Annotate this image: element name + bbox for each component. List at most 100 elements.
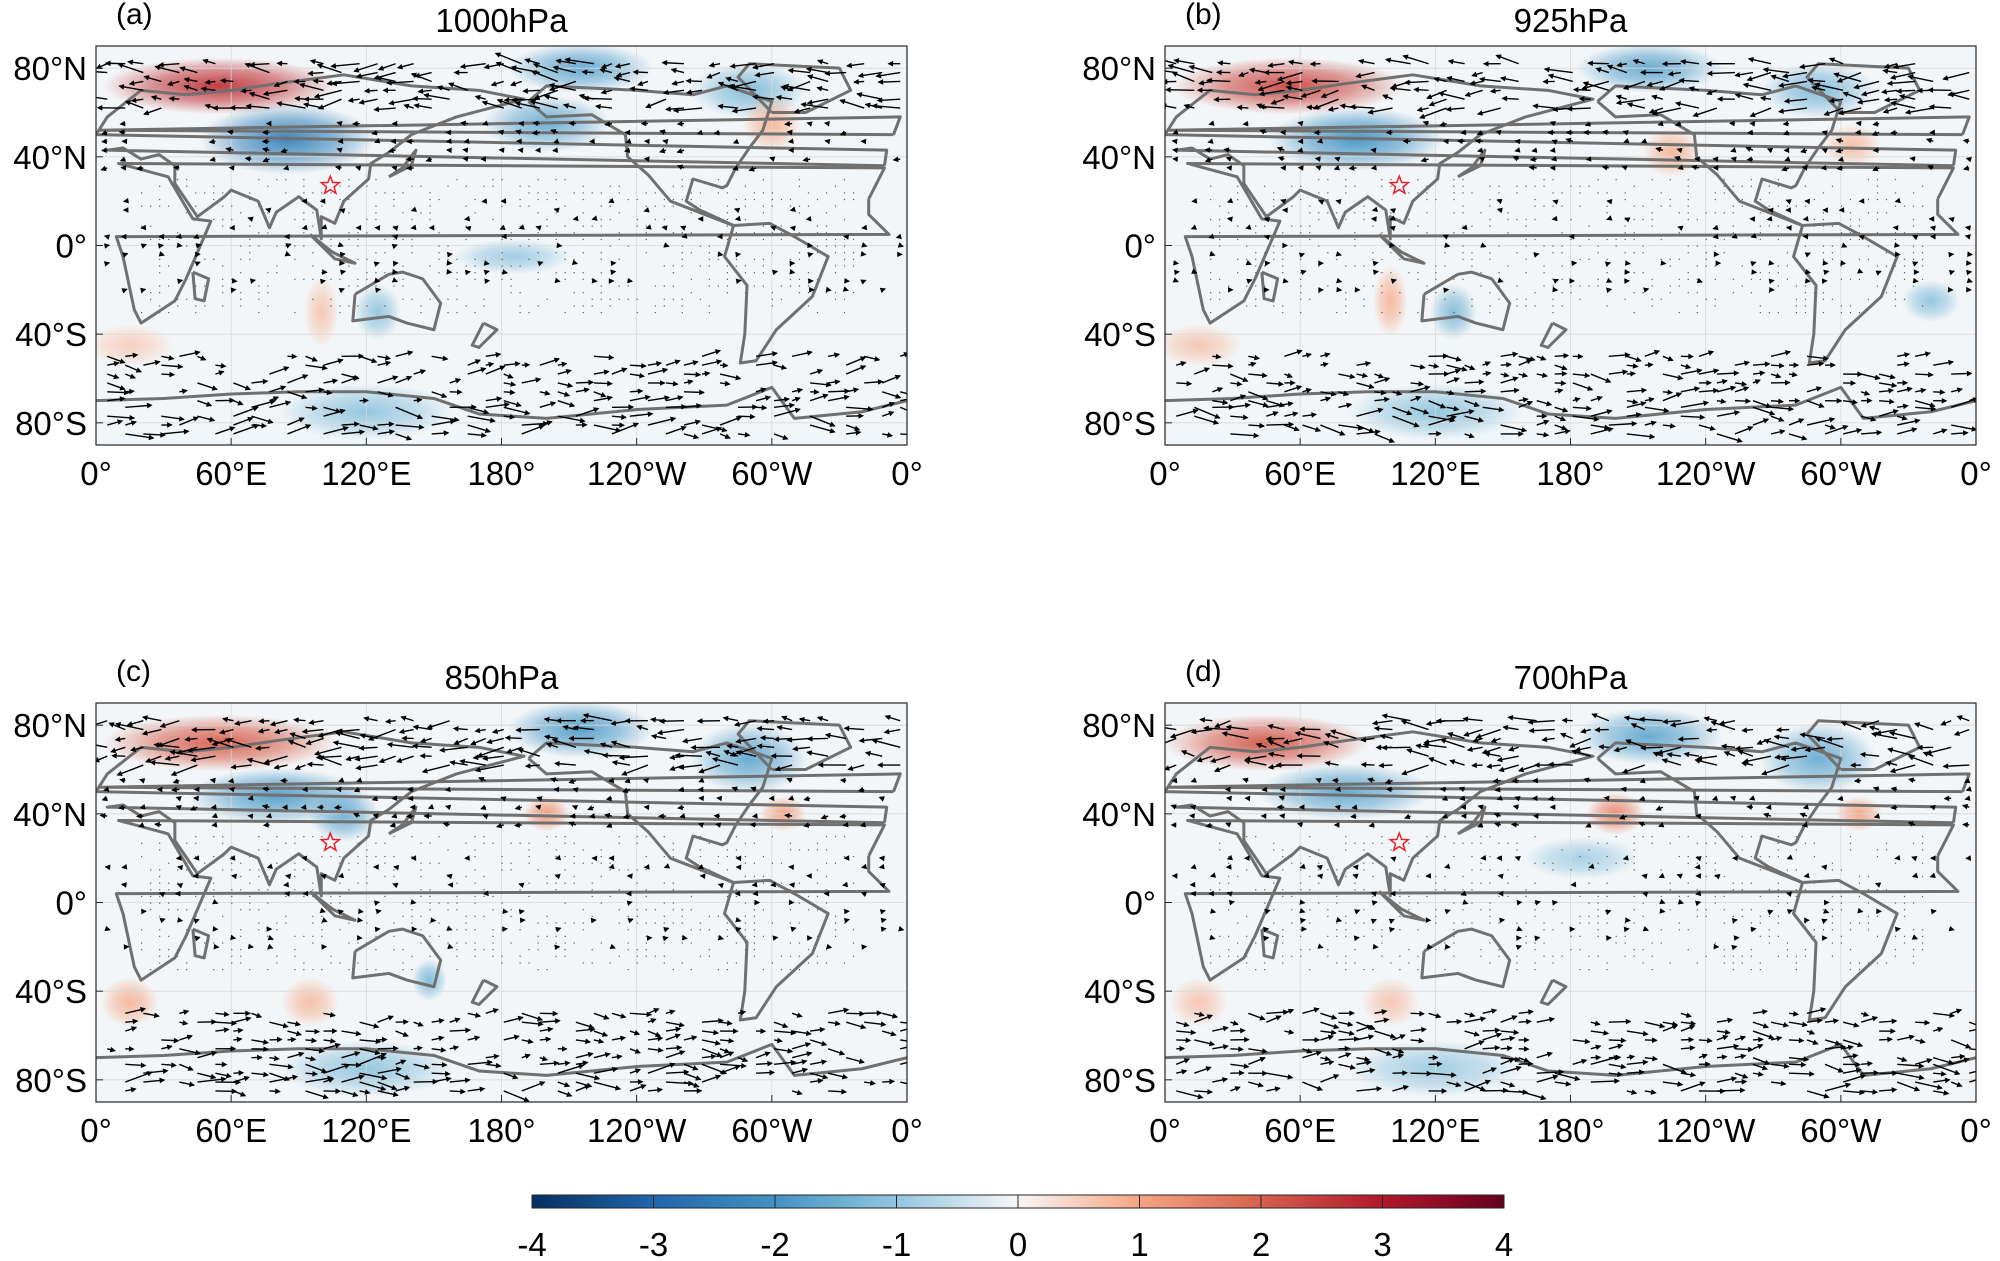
wind-arrow <box>1297 120 1304 127</box>
wind-arrow <box>1693 795 1700 802</box>
wind-arrow <box>857 786 865 793</box>
wind-arrow <box>1928 104 1952 110</box>
wind-arrow <box>1806 1018 1823 1024</box>
wind-arrow <box>1825 398 1843 404</box>
wind-arrow <box>1882 107 1898 114</box>
wind-arrow <box>1716 1087 1746 1094</box>
wind-arrow <box>287 739 306 748</box>
wind-arrow <box>1176 1045 1186 1052</box>
wind-arrow <box>1927 87 1952 93</box>
wind-arrow <box>1590 1054 1602 1061</box>
wind-arrow <box>262 786 270 792</box>
wind-arrow <box>1416 106 1429 113</box>
wind-arrow <box>233 1036 243 1043</box>
wind-arrow <box>1212 353 1222 360</box>
wind-arrow <box>230 764 252 770</box>
wind-arrow <box>1761 764 1790 776</box>
wind-arrow <box>431 1070 451 1077</box>
wind-arrow <box>1282 737 1303 745</box>
wind-arrow <box>213 943 220 950</box>
wind-arrow <box>1969 1021 1976 1026</box>
wind-arrow <box>287 1036 297 1043</box>
wind-arrow <box>683 419 702 426</box>
wind-arrow <box>1516 935 1522 941</box>
wind-arrow <box>1500 1045 1513 1052</box>
wind-arrow <box>683 371 702 378</box>
wind-arrow <box>179 1081 196 1087</box>
wind-arrow <box>445 138 452 144</box>
wind-arrow <box>197 400 213 407</box>
wind-arrow <box>1360 84 1375 91</box>
y-tick-label: 40°S <box>1084 316 1156 353</box>
wind-arrow <box>1284 424 1300 432</box>
wind-arrow <box>1929 805 1936 811</box>
wind-arrow <box>593 1030 609 1037</box>
wind-arrow <box>127 59 144 66</box>
wind-arrow <box>533 89 559 100</box>
wind-arrow <box>1823 107 1844 116</box>
wind-arrow <box>120 882 127 888</box>
wind-arrow <box>1728 120 1736 127</box>
wind-arrow <box>395 1030 409 1037</box>
wind-arrow <box>315 754 342 761</box>
wind-arrow <box>421 764 450 774</box>
wind-arrow <box>1878 373 1896 380</box>
wind-arrow <box>1191 268 1198 274</box>
wind-arrow <box>1950 1039 1972 1049</box>
wind-arrow <box>1478 157 1486 163</box>
wind-arrow <box>1626 1054 1636 1060</box>
wind-arrow <box>1639 777 1646 784</box>
wind-arrow <box>1896 1056 1908 1062</box>
wind-arrow <box>1969 1028 1976 1032</box>
wind-arrow <box>600 89 613 95</box>
wind-arrow <box>701 359 723 366</box>
wind-arrow <box>179 66 198 74</box>
wind-arrow <box>1478 76 1501 83</box>
wind-arrow <box>476 746 504 758</box>
wind-arrow <box>1644 349 1661 357</box>
wind-arrow <box>215 426 236 435</box>
wind-arrow <box>1464 1079 1492 1092</box>
wind-arrow <box>1370 216 1377 222</box>
wind-arrow <box>1189 813 1195 819</box>
star-marker <box>1388 830 1411 853</box>
wind-arrow <box>1692 107 1718 118</box>
wind-arrow <box>211 737 234 747</box>
wind-arrow <box>129 746 144 753</box>
wind-arrow <box>1892 63 1916 70</box>
wind-arrow <box>883 728 901 735</box>
wind-arrow <box>482 814 489 820</box>
x-tick-label: 0° <box>891 455 923 492</box>
wind-arrow <box>1879 1087 1898 1093</box>
wind-arrow <box>118 804 126 811</box>
wind-arrow <box>810 1026 826 1033</box>
wind-arrow <box>305 1047 325 1054</box>
wind-arrow <box>447 943 454 950</box>
wind-arrow <box>845 424 861 431</box>
wind-arrow <box>449 1077 471 1084</box>
wind-arrow <box>611 422 626 429</box>
map-panel-c: 0° 60°E 120°E 180° 120°W 60°W 0°80°N40°N0°40°S… <box>13 655 923 1149</box>
wind-arrow <box>1894 251 1901 258</box>
wind-arrow <box>1374 396 1390 403</box>
wind-arrow <box>1788 371 1798 378</box>
wind-arrow <box>126 720 144 727</box>
wind-arrow <box>1204 147 1213 153</box>
wind-arrow <box>482 890 489 897</box>
wind-arrow <box>1356 1059 1372 1066</box>
wind-arrow <box>467 1035 481 1041</box>
wind-arrow <box>281 804 288 810</box>
wind-arrow <box>1444 863 1451 869</box>
wind-arrow <box>125 420 137 426</box>
wind-arrow <box>1265 735 1285 742</box>
wind-arrow <box>1788 1056 1810 1062</box>
wind-arrow <box>359 1038 382 1045</box>
wind-arrow <box>1194 415 1220 425</box>
wind-arrow <box>1712 156 1719 162</box>
wind-arrow <box>1613 746 1628 753</box>
wind-arrow <box>697 864 704 870</box>
wind-arrow <box>1176 361 1187 367</box>
wind-arrow <box>392 234 399 240</box>
wind-arrow <box>413 1021 424 1027</box>
